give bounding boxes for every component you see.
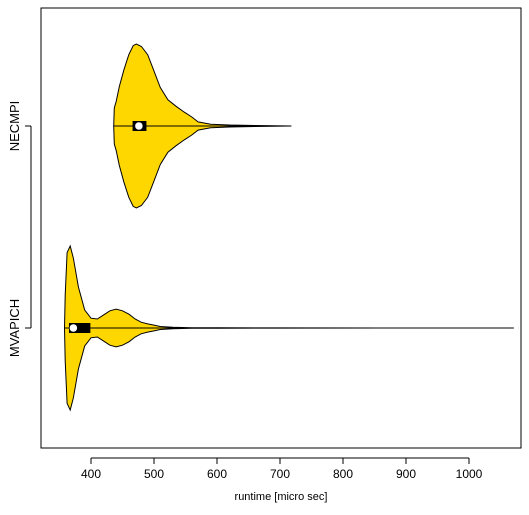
median-point-mvapich [69, 323, 78, 333]
y-tick-label-mvapich: MVAPICH [7, 299, 22, 357]
y-tick-label-necmpi: NECMPI [7, 101, 22, 152]
iqr-box-mvapich [68, 323, 91, 333]
x-tick-label-600: 600 [207, 467, 227, 481]
x-tick-label-400: 400 [81, 467, 101, 481]
median-point-necmpi [134, 121, 144, 131]
x-axis: 400 500 600 700 800 900 1000 [81, 457, 483, 481]
violin-necmpi [113, 43, 292, 209]
y-axis: NECMPI MVAPICH [7, 101, 32, 357]
x-tick-label-900: 900 [396, 467, 416, 481]
plot-frame [40, 7, 522, 449]
x-tick-label-500: 500 [144, 467, 164, 481]
x-tick-label-700: 700 [270, 467, 290, 481]
violin-mvapich [63, 244, 514, 412]
x-tick-label-800: 800 [333, 467, 353, 481]
x-axis-label: runtime [micro sec] [235, 491, 328, 503]
x-tick-label-1000: 1000 [456, 467, 483, 481]
violins-layer [63, 43, 514, 412]
